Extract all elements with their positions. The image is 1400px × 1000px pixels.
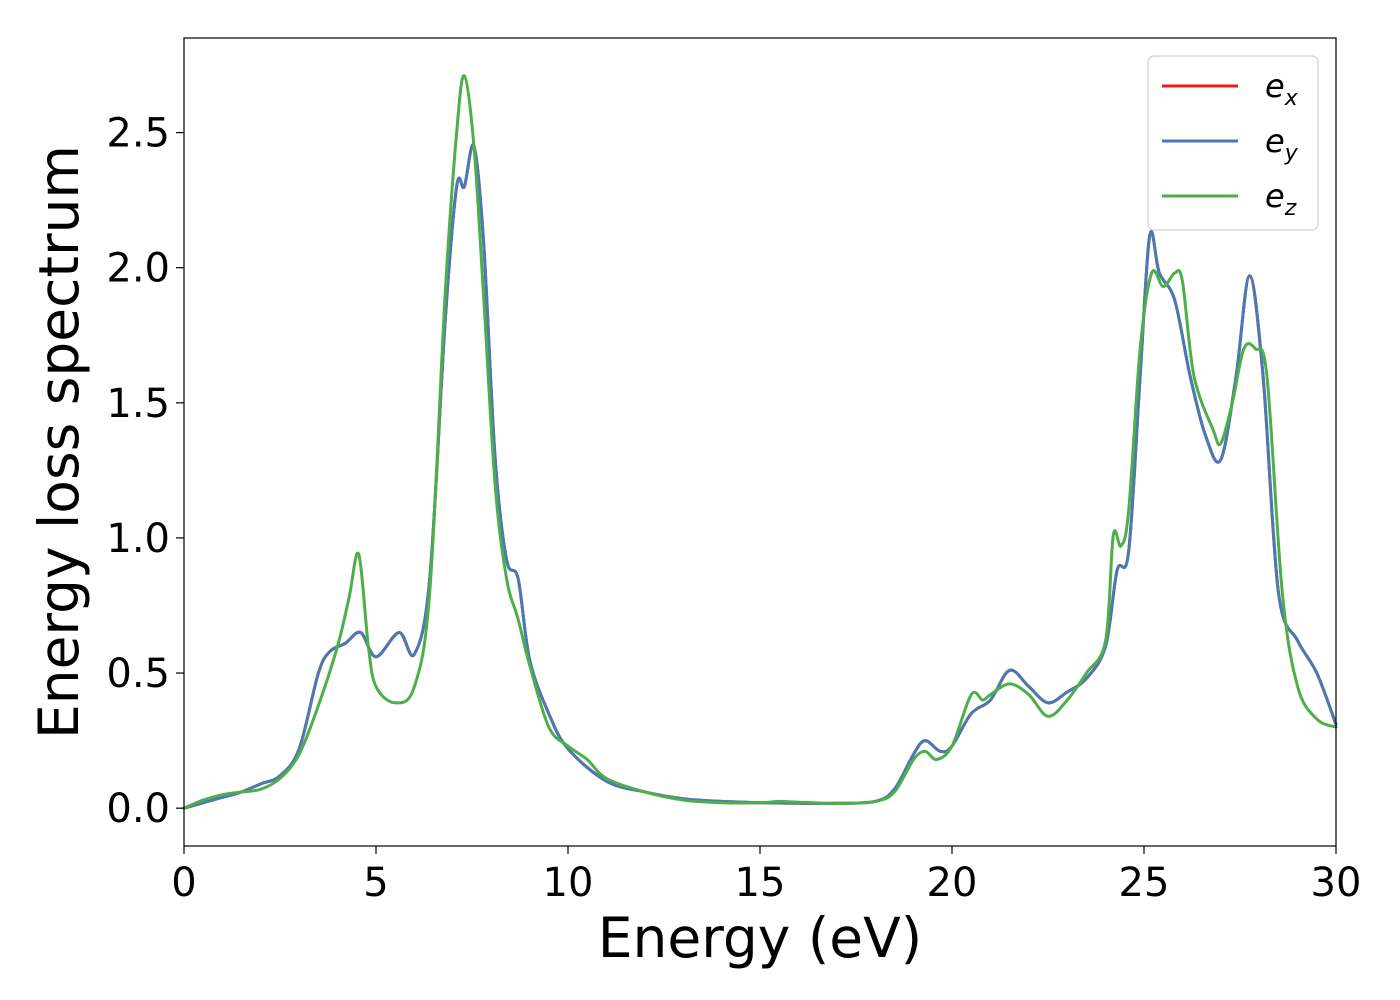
x-tick-label: 0	[171, 860, 196, 906]
y-tick-label: 2.5	[106, 111, 170, 157]
x-axis: 0 5 10 15 20 25 30	[171, 846, 1361, 906]
legend-box	[1147, 55, 1319, 231]
x-axis-title: Energy (eV)	[598, 906, 922, 970]
x-tick-label: 20	[927, 860, 978, 906]
y-axis-title: Energy loss spectrum	[27, 145, 91, 739]
x-tick-label: 30	[1311, 860, 1362, 906]
y-axis: 0.0 0.5 1.0 1.5 2.0 2.5	[106, 111, 184, 832]
y-tick-label: 0.5	[106, 651, 170, 697]
legend-label-x: ex	[1265, 67, 1299, 111]
plot-lines	[182, 74, 1338, 810]
legend: ex ey ez	[1147, 55, 1319, 231]
y-tick-label: 2.0	[106, 246, 170, 292]
x-tick-label: 25	[1119, 860, 1170, 906]
y-tick-label: 0.0	[106, 786, 170, 832]
legend-label-z: ez	[1265, 177, 1297, 221]
legend-label-y: ey	[1265, 122, 1299, 166]
series-line-e-z	[182, 74, 1338, 810]
y-tick-label: 1.5	[106, 381, 170, 427]
x-tick-label: 15	[735, 860, 786, 906]
x-tick-label: 5	[363, 860, 388, 906]
y-tick-label: 1.0	[106, 516, 170, 562]
x-tick-label: 10	[543, 860, 594, 906]
